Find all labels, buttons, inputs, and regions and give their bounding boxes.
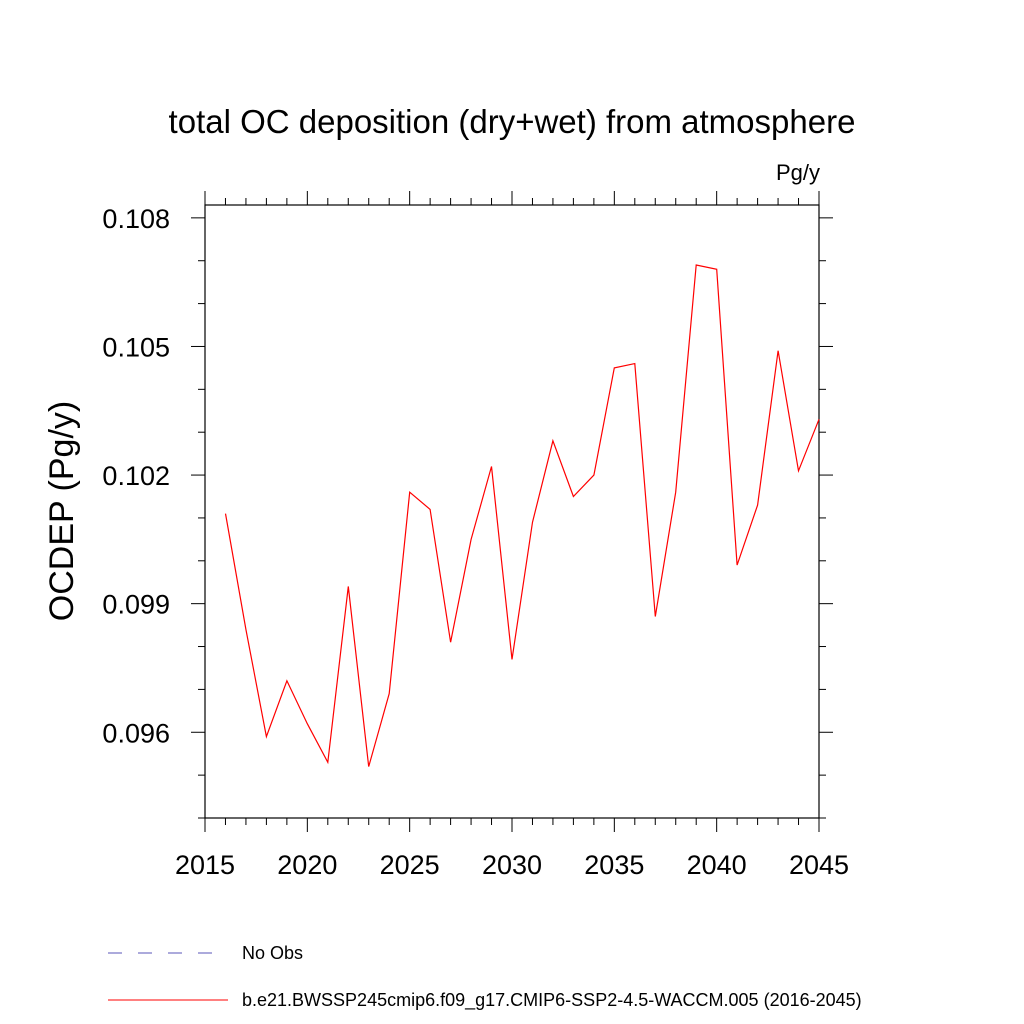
series-line (224, 264, 820, 767)
y-tick-label: 0.108 (102, 204, 170, 234)
data-point (285, 679, 288, 682)
x-tick-label: 2030 (482, 850, 542, 880)
data-point (695, 264, 698, 267)
x-tick-label: 2015 (175, 850, 235, 880)
y-tick-label: 0.105 (102, 332, 170, 362)
data-point (490, 465, 493, 468)
data-point (736, 564, 739, 567)
data-point (633, 362, 636, 365)
y-tick-label: 0.099 (102, 590, 170, 620)
data-point (777, 349, 780, 352)
chart-title: total OC deposition (dry+wet) from atmos… (169, 103, 856, 140)
data-point (449, 641, 452, 644)
data-point (654, 615, 657, 618)
y-tick-label: 0.102 (102, 461, 170, 491)
legend: No Obs b.e21.BWSSP245cmip6.f09_g17.CMIP6-… (108, 943, 862, 1011)
data-point (326, 761, 329, 764)
plot-frame (204, 204, 820, 819)
data-point (797, 469, 800, 472)
data-point (531, 521, 534, 524)
data-point (674, 491, 677, 494)
y-axis-label: OCDEP (Pg/y) (43, 401, 81, 621)
data-point (306, 722, 309, 725)
data-point (224, 512, 227, 515)
data-point (551, 439, 554, 442)
series-layer (224, 264, 821, 768)
legend-label: b.e21.BWSSP245cmip6.f09_g17.CMIP6-SSP2-4… (242, 990, 862, 1011)
data-point (818, 418, 821, 421)
x-tick-label: 2025 (380, 850, 440, 880)
data-point (613, 366, 616, 369)
data-point (756, 504, 759, 507)
x-tick-label: 2045 (789, 850, 849, 880)
axis-ticks: 2015 2020 2025 2030 2035 2040 2045 0.096 0.099 0.… (102, 191, 849, 880)
data-point (347, 585, 350, 588)
data-point (429, 508, 432, 511)
data-point (244, 628, 247, 631)
data-point (592, 474, 595, 477)
y-tick-label: 0.096 (102, 718, 170, 748)
x-tick-label: 2020 (277, 850, 337, 880)
x-tick-label: 2040 (687, 850, 747, 880)
data-point (408, 491, 411, 494)
x-tick-label: 2035 (584, 850, 644, 880)
data-point (265, 735, 268, 738)
data-point (367, 765, 370, 768)
data-point (511, 658, 514, 661)
data-point (715, 268, 718, 271)
data-point (470, 538, 473, 541)
units-label: Pg/y (776, 160, 820, 185)
data-point (388, 692, 391, 695)
data-point (572, 495, 575, 498)
legend-label: No Obs (242, 943, 303, 963)
